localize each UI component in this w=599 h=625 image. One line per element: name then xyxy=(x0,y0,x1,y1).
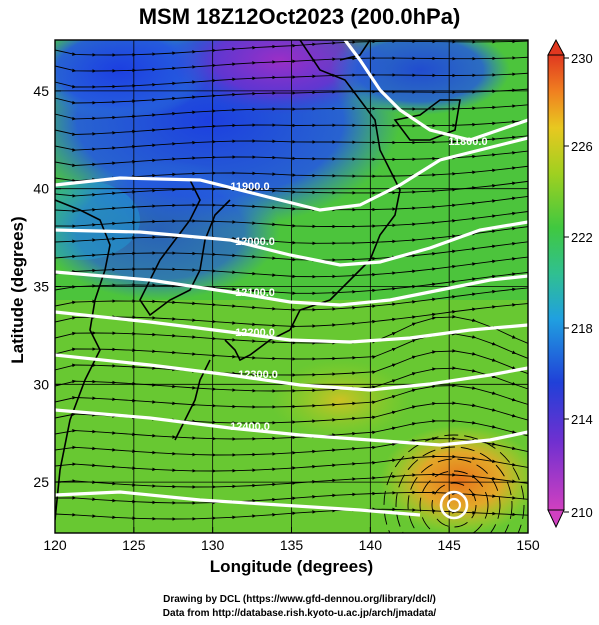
x-tick-label: 130 xyxy=(201,537,225,553)
x-tick-label: 125 xyxy=(122,537,146,553)
contour-label: 11900.0 xyxy=(230,181,269,193)
streamline xyxy=(55,165,528,183)
x-axis-ticks: 120 125 130 135 140 145 150 xyxy=(43,527,540,553)
streamline xyxy=(55,472,528,489)
streamline xyxy=(55,436,528,457)
contour-label: 11800.0 xyxy=(448,136,487,148)
x-tick-label: 145 xyxy=(437,537,461,553)
y-tick-label: 30 xyxy=(33,376,49,392)
y-tick-label: 25 xyxy=(33,474,49,490)
y-axis-label: Latitude (degrees) xyxy=(8,216,27,364)
typhoon-swirl xyxy=(431,482,477,528)
map-title: MSM 18Z12Oct2023 (200.0hPa) xyxy=(138,4,461,29)
streamlines xyxy=(55,40,528,533)
footer-drawing-credit: Drawing by DCL (https://www.gfd-dennou.o… xyxy=(163,594,436,605)
y-tick-label: 35 xyxy=(33,279,49,295)
colorbar-label: 226 xyxy=(571,139,593,154)
contour-label: 12400.0 xyxy=(230,421,270,433)
y-axis-ticks: 25 30 35 40 45 xyxy=(33,83,61,490)
streamline xyxy=(55,490,528,505)
contour-label: 12300.0 xyxy=(238,369,278,381)
x-tick-label: 120 xyxy=(43,537,67,553)
contour-label: 12200.0 xyxy=(235,327,275,339)
streamline xyxy=(55,119,528,137)
colorbar: 230 226 222 218 214 210 xyxy=(547,38,593,529)
geopotential-contours: 11800.0 11900.0 12000.0 12100.0 12200.0 12300… xyxy=(55,40,528,517)
streamline xyxy=(55,211,528,229)
streamline xyxy=(55,104,528,121)
x-tick-label: 150 xyxy=(516,537,540,553)
streamline xyxy=(55,88,528,105)
streamline xyxy=(55,195,528,213)
y-tick-label: 40 xyxy=(33,181,49,197)
streamline xyxy=(55,180,528,198)
streamline xyxy=(55,454,528,473)
colorbar-label: 210 xyxy=(571,505,593,520)
contour-line xyxy=(55,310,528,344)
colorbar-label: 218 xyxy=(571,321,593,336)
streamline xyxy=(55,40,528,57)
temperature-field: 11800.0 11900.0 12000.0 12100.0 12200.0 12300… xyxy=(55,40,528,533)
streamline xyxy=(55,56,528,73)
contour-line xyxy=(55,220,528,267)
contour-line xyxy=(55,270,528,307)
x-axis-label: Longitude (degrees) xyxy=(209,557,374,576)
contour-line xyxy=(55,136,528,212)
footer-data-source: Data from http://database.rish.kyoto-u.a… xyxy=(162,608,437,619)
colorbar-label: 230 xyxy=(571,51,593,66)
streamline xyxy=(55,72,528,89)
contour-line xyxy=(55,490,421,517)
contour-label: 12100.0 xyxy=(235,287,275,299)
contour-line xyxy=(55,353,528,392)
contour-line xyxy=(55,408,528,447)
y-tick-label: 45 xyxy=(33,83,49,99)
contour-line xyxy=(343,40,528,142)
colorbar-label: 222 xyxy=(571,230,593,245)
typhoon-swirl xyxy=(383,434,525,533)
x-tick-label: 140 xyxy=(359,537,383,553)
x-tick-label: 135 xyxy=(280,537,304,553)
typhoon-center xyxy=(439,490,469,520)
typhoon-swirl xyxy=(419,470,489,533)
streamline xyxy=(55,135,528,152)
colorbar-label: 214 xyxy=(571,412,593,427)
contour-label: 12000.0 xyxy=(235,236,275,248)
typhoon-swirl xyxy=(407,458,501,533)
typhoon-swirl xyxy=(395,446,513,533)
